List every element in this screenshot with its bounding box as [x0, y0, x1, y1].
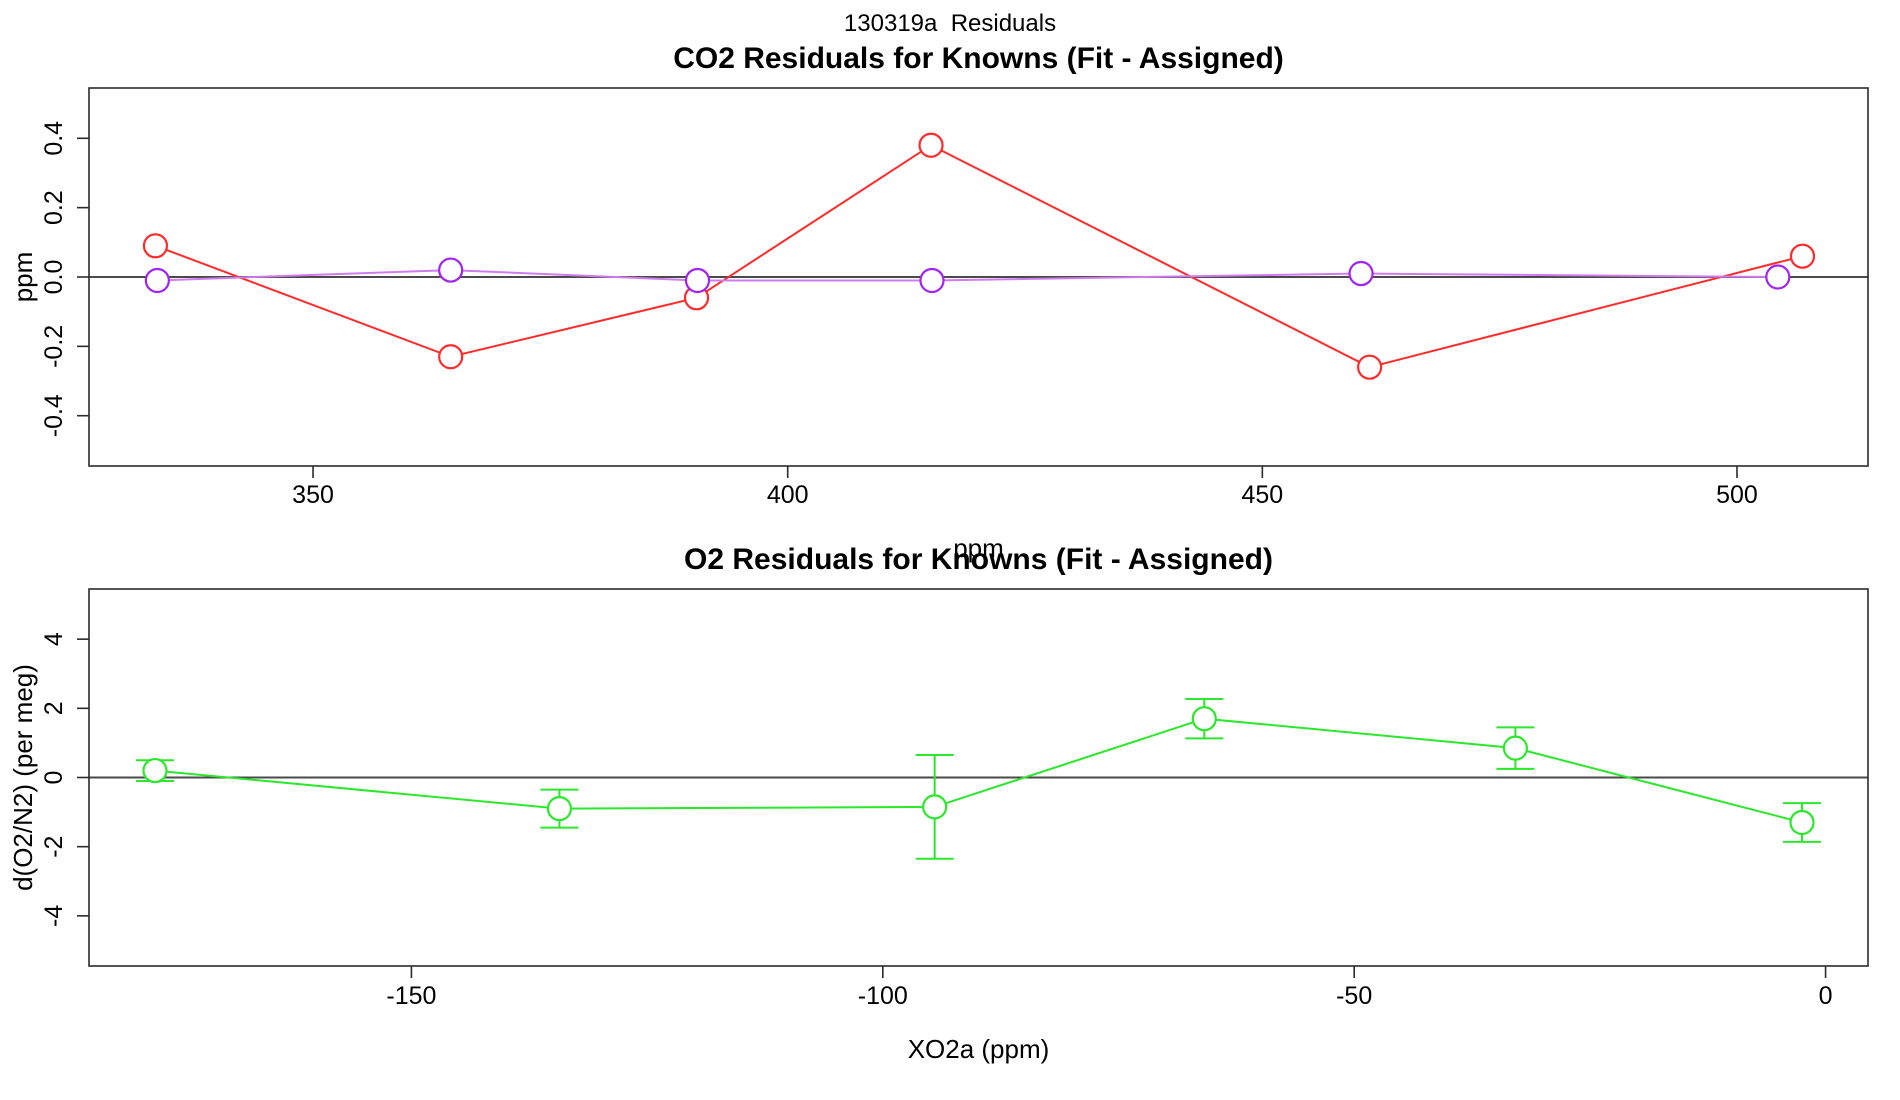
y-tick-label: -4 — [40, 905, 68, 927]
window-title: 130319a Residuals — [843, 10, 1057, 37]
co2-residuals-chart: 350 400 450 500 -0.4 -0.2 0.0 0.2 0.4 CO2 Residua… — [8, 42, 1869, 563]
o2-residual-green-point — [1789, 809, 1815, 836]
o2-residual-green-point — [142, 757, 168, 784]
o2-residual-green-point — [1502, 735, 1529, 761]
o2-residual-green-point — [1191, 706, 1217, 732]
chart-title: O2 Residuals for Knowns (Fit - Assigned) — [684, 543, 1273, 576]
plot-box — [88, 588, 1869, 967]
x-tick-label: 350 — [292, 481, 334, 509]
o2-residual-green-line — [154, 717, 1803, 824]
co2-residual-red-point — [438, 344, 464, 370]
co2-residual-red-point — [1789, 243, 1816, 269]
x-axis-label: XO2a (ppm) — [908, 1034, 1050, 1064]
co2-residual-red-point — [1357, 354, 1383, 380]
co2-residual-purple-point — [144, 267, 170, 294]
x-tick-label: -100 — [858, 982, 908, 1010]
co2-residual-red-point — [918, 132, 944, 158]
o2-residual-green-point — [922, 794, 948, 820]
co2-residual-purple-point — [1348, 260, 1374, 287]
x-tick-label: -150 — [386, 982, 436, 1010]
co2-residual-purple-point — [438, 257, 464, 283]
co2-residual-purple-point — [919, 267, 945, 294]
plot-box — [88, 87, 1869, 467]
y-tick-label: 2 — [40, 701, 68, 715]
co2-residual-red-line — [155, 144, 1803, 369]
co2-residual-purple-line — [157, 269, 1778, 282]
y-tick-label: 0 — [40, 771, 68, 785]
x-tick-label: 450 — [1241, 481, 1283, 509]
y-tick-label: -0.2 — [40, 325, 68, 368]
o2-residuals-chart: -150 -100 -50 0 -4 -2 0 2 4 O2 Residuals for Know… — [8, 543, 1869, 1064]
chart-title: CO2 Residuals for Knowns (Fit - Assigned… — [673, 42, 1284, 75]
x-tick-label: 0 — [1819, 982, 1833, 1010]
co2-residual-purple-point — [1765, 264, 1791, 290]
y-tick-label: 0.2 — [40, 190, 68, 225]
co2-residual-red-point — [142, 233, 169, 259]
y-tick-label: 0.0 — [40, 260, 68, 295]
x-tick-label: 500 — [1716, 481, 1758, 509]
y-axis-label: d(O2/N2) (per meg) — [8, 664, 38, 891]
co2-residual-purple-point — [684, 267, 711, 294]
y-axis-label: ppm — [8, 252, 38, 303]
o2-residual-green-point — [546, 796, 573, 822]
x-tick-label: 400 — [767, 481, 809, 509]
y-tick-label: -2 — [40, 836, 68, 858]
y-tick-label: 0.4 — [40, 121, 68, 156]
x-tick-label: -50 — [1336, 982, 1372, 1010]
y-tick-label: 4 — [40, 632, 68, 646]
y-tick-label: -0.4 — [40, 394, 68, 437]
x-axis-label: ppm — [953, 533, 1004, 563]
